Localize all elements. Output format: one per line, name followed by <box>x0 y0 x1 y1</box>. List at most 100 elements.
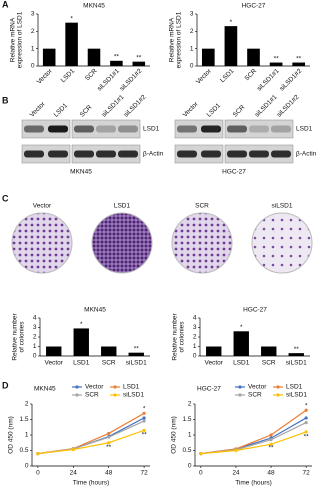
y-tick-label: 1 <box>190 45 194 52</box>
blot-band <box>227 125 247 133</box>
colony-label: LSD1 <box>114 203 131 210</box>
blot-band <box>271 125 291 133</box>
legend-label: LSD1 <box>286 384 303 391</box>
significance-label: * <box>70 15 73 22</box>
y-axis-label: OD 450 (nm) <box>171 416 178 454</box>
y-tick-label: 0 <box>31 63 35 70</box>
significance-label: ** <box>296 55 302 62</box>
bar <box>201 48 215 66</box>
chart-title: HGC-27 <box>242 3 266 10</box>
cell-line-label: HGC-27 <box>222 169 246 176</box>
point <box>142 428 146 432</box>
x-tick-label: Vector <box>36 67 55 86</box>
y-axis-label: expression of LSD1 <box>17 11 24 68</box>
blot-band <box>177 150 197 158</box>
y-tick-label: 3 <box>193 324 197 331</box>
bar <box>261 346 277 356</box>
lane-label: siLSD1#2 <box>123 93 148 118</box>
bar <box>288 353 304 356</box>
point <box>234 448 238 453</box>
point <box>304 416 308 420</box>
point <box>269 438 273 442</box>
blot-band <box>118 125 138 133</box>
y-tick-label: 2 <box>190 28 194 35</box>
colony-dish <box>11 212 73 274</box>
series-line <box>37 412 145 455</box>
blot-band <box>177 125 197 133</box>
point <box>142 419 146 423</box>
x-axis-label: Time (hours) <box>73 480 110 487</box>
y-axis-label: Relative mRNA <box>169 17 176 62</box>
lane-label: Vector <box>182 100 201 119</box>
x-tick-label: siLSD1#2 <box>278 67 303 92</box>
series-line <box>37 429 145 455</box>
point <box>36 452 40 456</box>
legend-swatch <box>113 393 117 397</box>
blot-strip <box>174 144 224 164</box>
point <box>304 421 308 425</box>
x-tick-label: 0 <box>199 470 203 477</box>
x-tick-label: Vector <box>45 360 64 367</box>
x-tick-label: 0 <box>36 470 40 477</box>
y-tick-label: 1.5 <box>19 416 28 423</box>
panel-label: C <box>2 193 9 203</box>
colony-label: siLSD1 <box>272 203 293 210</box>
point <box>107 435 111 439</box>
legend-swatch <box>238 393 242 397</box>
blot-band <box>227 150 247 158</box>
blot-strip <box>21 144 71 164</box>
blot-band <box>96 150 116 158</box>
lane-label: LSD1 <box>206 102 223 119</box>
y-tick-label: 0 <box>193 353 197 360</box>
blot-band <box>24 125 44 133</box>
x-tick-label: 24 <box>232 470 240 477</box>
cell-line-label: MKN45 <box>70 169 92 176</box>
y-tick-label: 2 <box>188 401 192 408</box>
point <box>199 452 203 456</box>
point <box>142 416 146 420</box>
blot-strip <box>224 119 294 139</box>
significance-label: ** <box>294 346 300 353</box>
colony-label: Vector <box>33 203 52 210</box>
legend-swatch <box>113 385 117 389</box>
y-tick-label: 1 <box>31 45 35 52</box>
significance-label: ** <box>134 345 140 352</box>
y-axis-label: expression of LSD1 <box>176 11 183 68</box>
significance-label: ** <box>269 445 275 452</box>
significance-label: ** <box>304 433 310 440</box>
blot-band <box>96 125 116 133</box>
x-tick-label: 48 <box>267 470 275 477</box>
x-tick-label: LSD1 <box>60 67 77 84</box>
bar <box>65 22 78 67</box>
significance-label: * <box>230 19 233 26</box>
lane-label: SCR <box>232 104 247 119</box>
chart-title: HGC-27 <box>197 386 221 393</box>
y-tick-label: 0 <box>25 463 29 470</box>
y-tick-label: 3 <box>31 11 35 18</box>
y-tick-label: 1 <box>33 343 37 350</box>
point <box>304 408 308 412</box>
x-tick-label: SCR <box>262 360 276 367</box>
x-tick-label: 24 <box>70 470 78 477</box>
significance-label: ** <box>136 54 142 61</box>
y-tick-label: 1.5 <box>182 416 191 423</box>
x-tick-label: SCR <box>243 67 258 82</box>
blot-band <box>271 150 291 158</box>
y-tick-label: 0 <box>190 63 194 70</box>
y-tick-label: 4 <box>193 315 197 322</box>
blot-band <box>48 150 68 158</box>
x-tick-label: Vector <box>205 360 224 367</box>
bar <box>132 61 146 66</box>
blot-band <box>24 150 44 158</box>
chart-title: HGC-27 <box>243 307 267 314</box>
blot-band <box>201 150 221 158</box>
bar <box>42 48 56 66</box>
colony-dish <box>251 212 313 274</box>
x-tick-label: siLSD1#2 <box>119 67 144 92</box>
point <box>304 430 308 434</box>
y-tick-label: 2 <box>193 334 197 341</box>
y-tick-label: 1 <box>188 432 192 439</box>
y-tick-label: 1 <box>25 432 29 439</box>
